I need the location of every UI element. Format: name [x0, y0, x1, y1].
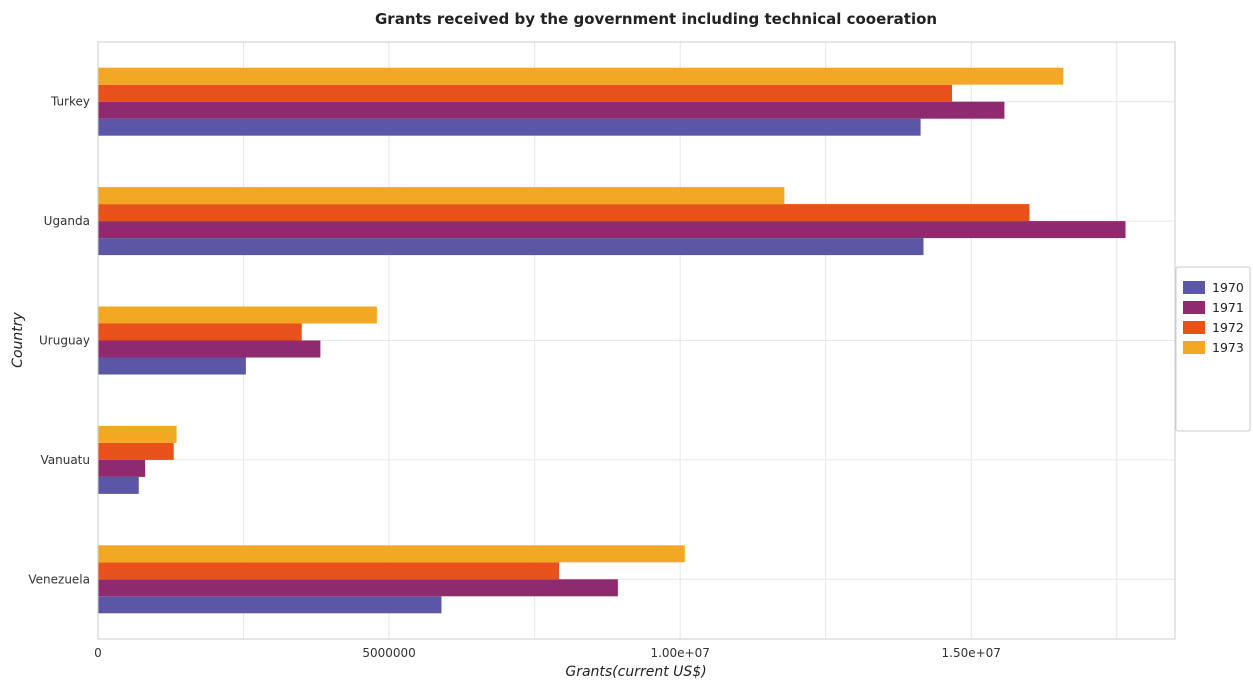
chart-title: Grants received by the government includ… [375, 10, 937, 28]
bar-uganda-1970 [98, 238, 924, 256]
legend-label-1972: 1972 [1212, 320, 1244, 335]
y-tick-label: Turkey [50, 95, 90, 109]
bar-venezuela-1970 [98, 596, 442, 614]
x-tick-label: 1.50e+07 [942, 646, 1001, 660]
x-tick-labels: 0 5000000 1.00e+07 1.50e+07 [94, 646, 1001, 660]
bar-uruguay-1972 [98, 323, 302, 341]
x-tick-label: 5000000 [362, 646, 415, 660]
legend: 1970 1971 1972 1973 [1175, 266, 1251, 432]
bar-uruguay-1973 [98, 306, 377, 324]
legend-swatch-1972 [1183, 321, 1205, 334]
plot-area [97, 41, 1176, 640]
bar-vanuatu-1973 [98, 425, 177, 443]
bar-uganda-1973 [98, 187, 785, 205]
bar-uganda-1971 [98, 221, 1126, 239]
x-tick-label: 0 [94, 646, 102, 660]
y-axis-label: Country [10, 311, 26, 367]
y-tick-label: Uruguay [39, 334, 90, 348]
x-tick-label: 1.00e+07 [650, 646, 709, 660]
legend-label-1971: 1971 [1212, 300, 1244, 315]
bar-turkey-1971 [98, 101, 1005, 119]
bar-vanuatu-1971 [98, 459, 146, 477]
bar-turkey-1970 [98, 118, 921, 136]
bar-turkey-1973 [98, 67, 1064, 85]
bars [98, 67, 1126, 614]
legend-swatch-1973 [1183, 341, 1205, 354]
y-tick-label: Vanuatu [40, 453, 90, 467]
bar-vanuatu-1970 [98, 476, 139, 494]
y-tick-label: Venezuela [28, 572, 90, 586]
bar-venezuela-1972 [98, 562, 560, 580]
y-tick-label: Uganda [44, 214, 90, 228]
bar-vanuatu-1972 [98, 442, 174, 460]
plot-frame [97, 41, 1176, 640]
legend-label-1970: 1970 [1212, 280, 1244, 295]
x-axis-label: Grants(current US$) [565, 664, 706, 680]
legend-swatch-1970 [1183, 281, 1205, 294]
legend-label-1973: 1973 [1212, 340, 1244, 355]
bar-uruguay-1971 [98, 340, 321, 358]
bar-uruguay-1970 [98, 357, 246, 375]
bar-venezuela-1973 [98, 545, 685, 563]
bar-uganda-1972 [98, 204, 1030, 222]
legend-swatch-1971 [1183, 301, 1205, 314]
bar-turkey-1972 [98, 84, 953, 102]
bar-venezuela-1971 [98, 579, 618, 597]
y-tick-labels: Turkey Uganda Uruguay Vanuatu Venezuela [28, 95, 90, 587]
